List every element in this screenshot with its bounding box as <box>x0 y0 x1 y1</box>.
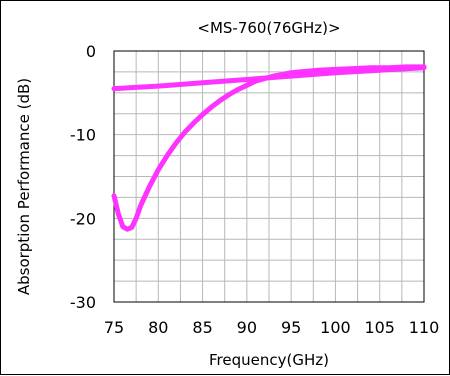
chart-title: <MS-760(76GHz)> <box>197 19 340 37</box>
y-tick-label: -10 <box>70 126 96 145</box>
x-tick-label: 110 <box>409 318 440 337</box>
x-tick-label: 105 <box>364 318 395 337</box>
x-tick-label: 85 <box>192 318 212 337</box>
plot-area <box>113 50 425 303</box>
series-line-2 <box>111 65 427 92</box>
y-tick-label: -20 <box>70 209 96 228</box>
y-tick-label: 0 <box>86 42 96 61</box>
y-axis-label: Absorption Performance (dB) <box>15 78 33 295</box>
x-tick-label: 95 <box>281 318 301 337</box>
x-ticks: 75 80 85 90 95 100 105 110 <box>104 318 439 337</box>
x-tick-label: 75 <box>104 318 124 337</box>
y-tick-label: -30 <box>70 293 96 312</box>
series-layer <box>111 64 427 232</box>
grid <box>113 50 425 303</box>
x-axis-label: Frequency(GHz) <box>209 351 329 369</box>
series-line-1 <box>111 64 427 232</box>
x-tick-label: 100 <box>320 318 351 337</box>
y-ticks: 0 -10 -20 -30 <box>70 42 96 312</box>
x-tick-label: 90 <box>237 318 257 337</box>
x-tick-label: 80 <box>148 318 168 337</box>
